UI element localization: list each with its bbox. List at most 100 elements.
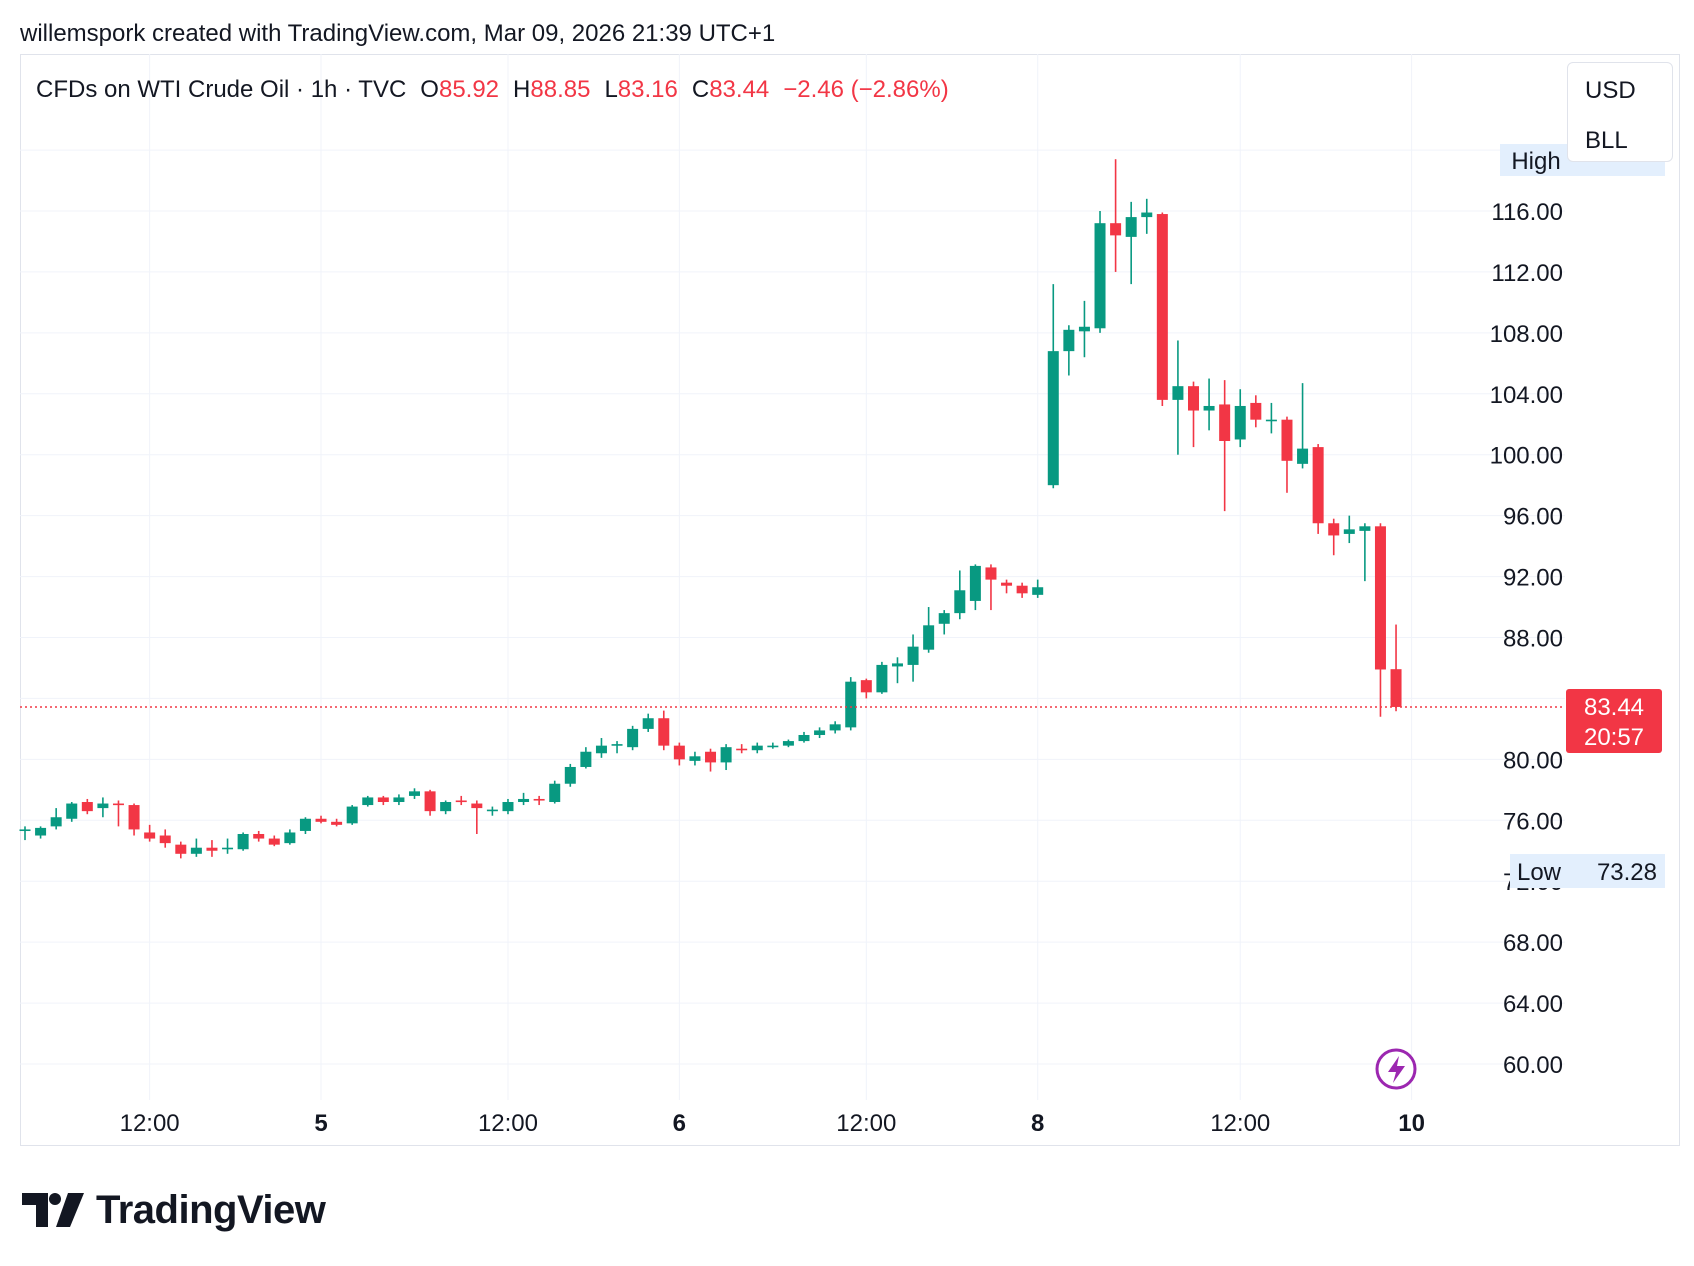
currency-menu[interactable]: USD BLL bbox=[1567, 62, 1673, 162]
candle bbox=[1078, 300, 1090, 358]
candle-body bbox=[611, 744, 623, 746]
chart-frame[interactable] bbox=[20, 54, 1680, 1146]
close-value: 83.44 bbox=[709, 76, 770, 103]
candle bbox=[144, 824, 156, 842]
candle-body bbox=[502, 802, 514, 812]
candle-body bbox=[128, 805, 140, 830]
candle bbox=[533, 795, 545, 806]
candle bbox=[860, 678, 872, 699]
candle-body bbox=[315, 818, 327, 822]
candle-body bbox=[1281, 419, 1293, 461]
candle bbox=[1219, 380, 1231, 512]
candle-body bbox=[1203, 405, 1215, 411]
candle bbox=[580, 747, 592, 769]
candle-body bbox=[175, 844, 187, 854]
candle-body bbox=[627, 728, 639, 748]
candle-body bbox=[1094, 223, 1106, 329]
high-label: High bbox=[1511, 148, 1560, 175]
candle-body bbox=[705, 751, 717, 763]
candle bbox=[128, 803, 140, 836]
candle-body bbox=[1063, 329, 1075, 352]
candle bbox=[1297, 383, 1309, 469]
candle-body bbox=[642, 718, 654, 729]
low-badge bbox=[1510, 854, 1665, 888]
candle bbox=[1188, 381, 1199, 448]
tradingview-brand[interactable]: TradingView bbox=[22, 1187, 326, 1232]
open-value: 85.92 bbox=[438, 76, 500, 103]
candle-body bbox=[471, 803, 483, 809]
candle-body bbox=[1032, 587, 1044, 595]
chart-credit: willemspork created with TradingView.com… bbox=[20, 20, 776, 47]
candle-body bbox=[1312, 447, 1324, 524]
change-value: −2.46 (−2.86%) bbox=[783, 76, 949, 103]
candle-body bbox=[1047, 351, 1059, 486]
price-tick-label: 108.00 bbox=[1490, 321, 1563, 348]
candle-body bbox=[814, 730, 826, 735]
tradingview-logo-icon bbox=[22, 1193, 84, 1227]
candle bbox=[891, 657, 903, 684]
candle-body bbox=[299, 818, 311, 831]
candle bbox=[1390, 624, 1402, 712]
currency-usd[interactable]: USD bbox=[1585, 77, 1636, 104]
time-tick-label: 12:00 bbox=[120, 1110, 180, 1137]
open-label: O bbox=[420, 76, 439, 103]
candles bbox=[19, 159, 1402, 859]
currency-bll[interactable]: BLL bbox=[1585, 127, 1628, 154]
candle bbox=[938, 610, 950, 635]
candle bbox=[299, 817, 311, 834]
candle-body bbox=[1078, 326, 1090, 332]
candle bbox=[705, 748, 717, 772]
candle-body bbox=[1390, 669, 1402, 707]
candle bbox=[549, 780, 561, 804]
candle-body bbox=[907, 646, 919, 665]
candle bbox=[237, 832, 249, 851]
candle bbox=[814, 727, 826, 739]
candle-body bbox=[549, 783, 561, 803]
candle-body bbox=[736, 748, 748, 751]
candle bbox=[81, 798, 93, 815]
candle bbox=[66, 802, 78, 822]
candle-body bbox=[455, 800, 467, 803]
candle-body bbox=[424, 791, 436, 812]
price-tick-label: 76.00 bbox=[1503, 808, 1563, 835]
candle bbox=[1281, 416, 1293, 493]
candle-body bbox=[1219, 404, 1231, 442]
candle-body bbox=[50, 817, 62, 827]
candle bbox=[564, 763, 576, 787]
candle-body bbox=[969, 565, 981, 601]
candle bbox=[1047, 284, 1059, 489]
candle bbox=[175, 841, 187, 859]
price-tick-label: 60.00 bbox=[1503, 1052, 1563, 1079]
candle-body bbox=[222, 847, 234, 850]
candle-body bbox=[751, 745, 763, 751]
candle-body bbox=[720, 747, 732, 763]
candle bbox=[1110, 159, 1122, 272]
candle bbox=[845, 677, 857, 731]
candle-body bbox=[876, 664, 888, 693]
candle bbox=[1141, 198, 1153, 234]
candle bbox=[1172, 340, 1184, 455]
candle bbox=[595, 738, 607, 758]
candle-body bbox=[1297, 448, 1309, 464]
candle bbox=[782, 739, 794, 748]
price-tick-label: 68.00 bbox=[1503, 930, 1563, 957]
candle-body bbox=[580, 751, 592, 767]
candle bbox=[1156, 212, 1168, 406]
brand-name: TradingView bbox=[96, 1187, 326, 1232]
candle bbox=[767, 742, 779, 749]
candle bbox=[907, 634, 919, 682]
price-tick-label: 116.00 bbox=[1491, 199, 1563, 226]
candle-body bbox=[35, 827, 47, 836]
low-label: L bbox=[604, 76, 618, 103]
candle-body bbox=[673, 745, 685, 760]
candle-body bbox=[658, 718, 670, 746]
candle bbox=[642, 713, 654, 732]
lightning-icon[interactable] bbox=[1375, 1048, 1417, 1090]
candle bbox=[969, 564, 981, 611]
candle bbox=[362, 795, 374, 807]
candle bbox=[268, 835, 280, 847]
candle-body bbox=[1156, 214, 1168, 400]
candle bbox=[798, 731, 810, 743]
candle-body bbox=[1172, 386, 1184, 400]
